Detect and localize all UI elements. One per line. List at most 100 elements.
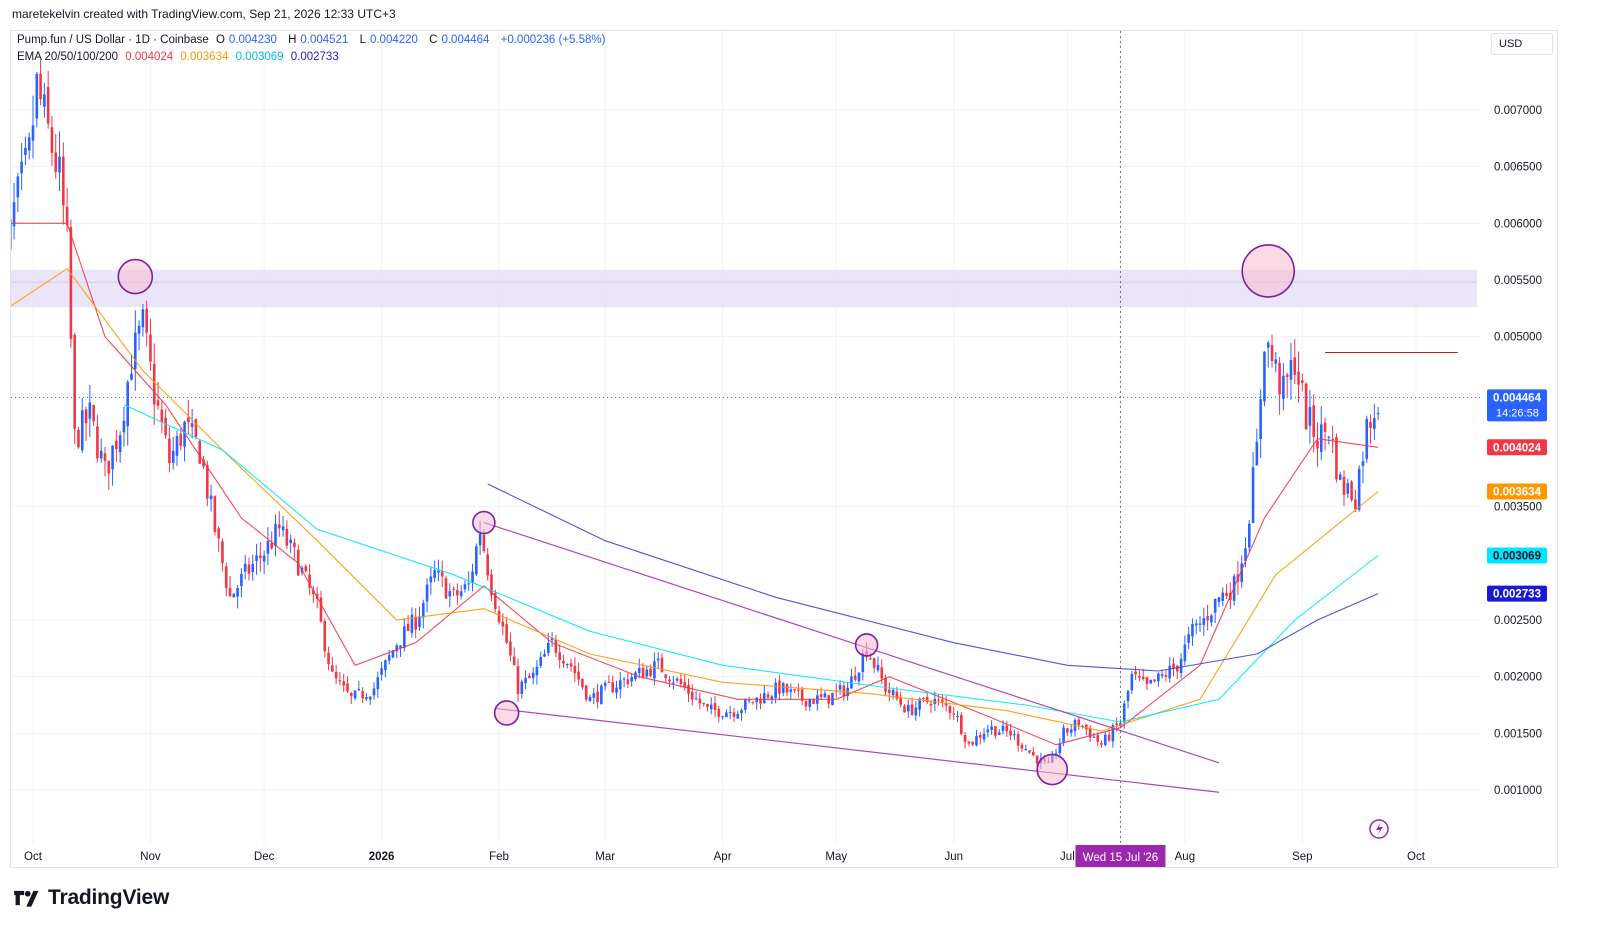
candle-body (1096, 735, 1100, 742)
candle-body (88, 402, 92, 419)
candle-body (482, 535, 486, 552)
candle-body (884, 677, 887, 692)
candle-body (289, 539, 292, 544)
x-tick-label: 2026 (369, 851, 395, 863)
candle-body (679, 679, 683, 685)
candle-body (675, 678, 679, 681)
candle-body (308, 574, 311, 588)
candle-body (387, 655, 391, 661)
candle-body (819, 694, 823, 697)
candle-body (281, 526, 285, 531)
candle-body (1312, 405, 1315, 437)
candle-body (323, 620, 327, 652)
candle-body (982, 733, 986, 740)
candle-body (615, 687, 618, 693)
candle-body (334, 672, 338, 679)
currency-button[interactable]: USD (1491, 33, 1553, 55)
candle-body (99, 450, 103, 459)
candle-body (274, 523, 277, 546)
candle-body (1198, 623, 1202, 625)
ema100-price-tag (1487, 547, 1547, 564)
candle-body (255, 555, 258, 561)
candle-body (1160, 674, 1164, 677)
ema-line-ema200 (487, 483, 1379, 672)
candle-body (600, 685, 603, 705)
candle-body (1069, 729, 1073, 733)
candle-body (823, 693, 827, 698)
candle-body (1153, 679, 1156, 682)
candle-body (975, 736, 978, 746)
candle-body (717, 708, 721, 717)
candle-body (528, 675, 531, 679)
candle-body (702, 702, 705, 705)
candle-body (1016, 734, 1020, 746)
close-value: 0.004464 (441, 34, 490, 46)
candle-body (478, 533, 482, 546)
candle-body (1202, 618, 1206, 625)
candle-body (744, 699, 747, 710)
candle-body (217, 528, 220, 539)
candle-body (115, 440, 118, 450)
close-label: C (429, 34, 438, 46)
candle-body (1054, 753, 1058, 755)
ema-line-ema50 (11, 267, 1379, 732)
candle-body (346, 683, 349, 692)
candle-body (73, 334, 76, 429)
candle-body (111, 445, 114, 470)
ema-label[interactable]: EMA 20/50/100/200 (17, 51, 119, 63)
candle-body (1141, 676, 1145, 679)
candle-body (312, 590, 315, 595)
candle-body (952, 713, 956, 715)
candle-body (539, 657, 543, 666)
candle-body (891, 689, 895, 696)
candle-body (319, 597, 323, 622)
candle-body (759, 699, 762, 704)
candle-body (1244, 548, 1247, 562)
candle-body (293, 542, 296, 548)
candle-body (266, 540, 270, 554)
candle-body (1005, 725, 1009, 732)
candle-body (611, 682, 615, 693)
candle-body (1338, 474, 1342, 480)
candle-body (660, 657, 664, 673)
highlight-circle (472, 510, 496, 535)
candle-body (592, 693, 596, 698)
candle-body (122, 420, 126, 433)
candle-body (732, 712, 736, 717)
candle-body (1357, 468, 1361, 510)
candle-body (1157, 673, 1160, 682)
candle-body (251, 563, 255, 573)
y-tick-label: 0.006500 (1494, 162, 1542, 174)
candle-body (728, 712, 732, 714)
candle-body (1289, 360, 1293, 380)
candle-body (751, 701, 755, 703)
ema20-price-tag (1487, 439, 1547, 456)
candle-body (1376, 413, 1380, 415)
candle-body (543, 653, 546, 657)
lightning-icon[interactable] (1369, 819, 1389, 839)
candle-body (1327, 436, 1331, 438)
ema-line-ema20 (11, 222, 1379, 746)
candle-body (918, 698, 921, 710)
candle-body (65, 206, 69, 226)
x-tick-label: Feb (489, 851, 509, 863)
candle-body (54, 152, 58, 172)
candle-body (588, 696, 592, 701)
candle-body (1354, 499, 1357, 510)
candle-body (694, 698, 698, 700)
tradingview-logo[interactable]: TradingView (12, 886, 169, 910)
symbol-name: Pump.fun / US Dollar · 1D · Coinbase (17, 34, 209, 46)
candle-body (96, 426, 99, 459)
candle-body (221, 541, 224, 564)
candle-body (562, 661, 565, 664)
candle-body (361, 691, 364, 699)
candle-body (1028, 750, 1031, 753)
candle-body (895, 691, 899, 699)
candle-body (838, 685, 842, 690)
candle-body (1301, 380, 1304, 383)
y-tick-label: 0.006000 (1494, 218, 1542, 230)
candle-body (941, 699, 944, 702)
ema20-value: 0.004024 (125, 51, 174, 63)
candle-body (1342, 476, 1346, 495)
